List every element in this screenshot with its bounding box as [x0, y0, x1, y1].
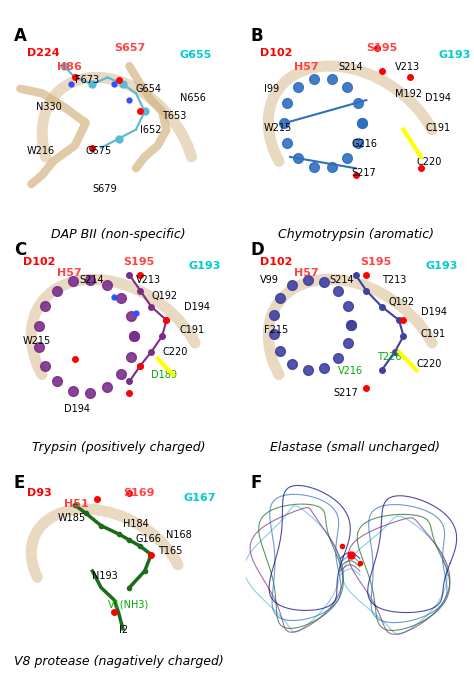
Text: S195: S195: [360, 257, 391, 267]
Text: D189: D189: [151, 370, 177, 380]
Text: F673: F673: [75, 75, 99, 85]
Text: N330: N330: [36, 103, 62, 112]
Text: D194: D194: [64, 404, 90, 414]
Text: H86: H86: [57, 61, 82, 72]
Text: I2: I2: [118, 625, 128, 635]
Text: S214: S214: [329, 275, 354, 285]
Text: S169: S169: [123, 488, 155, 499]
Text: H57: H57: [294, 268, 319, 278]
Text: N656: N656: [180, 94, 205, 103]
Text: B: B: [251, 28, 264, 45]
Text: V8 protease (nagatively charged): V8 protease (nagatively charged): [14, 655, 223, 668]
Text: S195: S195: [123, 257, 154, 267]
Text: V99: V99: [260, 275, 278, 285]
Text: G216: G216: [351, 139, 377, 149]
Text: G193: G193: [425, 261, 458, 271]
Text: D102: D102: [260, 48, 292, 58]
Text: H57: H57: [57, 268, 82, 278]
Text: W185: W185: [57, 513, 86, 524]
Text: T165: T165: [158, 546, 182, 557]
Text: D93: D93: [27, 488, 52, 499]
Text: Chymotrypsin (aromatic): Chymotrypsin (aromatic): [277, 228, 434, 241]
Text: E: E: [14, 474, 25, 492]
Text: G166: G166: [136, 534, 162, 544]
Text: N168: N168: [166, 530, 192, 540]
Text: S214: S214: [338, 61, 363, 72]
Text: F: F: [251, 474, 262, 492]
Text: S657: S657: [114, 43, 146, 54]
Text: C191: C191: [425, 122, 450, 133]
Text: C220: C220: [162, 347, 188, 358]
Text: D: D: [251, 241, 264, 259]
Text: G193: G193: [188, 261, 221, 271]
Text: D224: D224: [27, 48, 60, 58]
Text: H51: H51: [64, 499, 89, 509]
Text: G655: G655: [180, 50, 212, 60]
Text: A: A: [14, 28, 27, 45]
Text: S195: S195: [366, 43, 398, 54]
Text: W215: W215: [264, 122, 292, 133]
Text: V213: V213: [395, 61, 420, 72]
Text: S679: S679: [92, 184, 117, 194]
Text: N193: N193: [92, 571, 118, 581]
Text: S217: S217: [334, 388, 358, 398]
Text: W215: W215: [23, 336, 51, 346]
Text: D194: D194: [184, 302, 210, 312]
Text: Trypsin (positively charged): Trypsin (positively charged): [32, 441, 205, 454]
Text: C: C: [14, 241, 26, 259]
Text: G654: G654: [136, 84, 162, 94]
Text: Q192: Q192: [388, 297, 414, 308]
Text: D194: D194: [425, 94, 451, 103]
Text: Elastase (small uncharged): Elastase (small uncharged): [271, 441, 440, 454]
Text: I652: I652: [140, 125, 162, 135]
Text: F215: F215: [264, 325, 288, 335]
Text: D194: D194: [421, 307, 447, 316]
Text: T653: T653: [162, 111, 186, 122]
Text: S217: S217: [351, 169, 376, 178]
Text: C220: C220: [417, 359, 442, 369]
Text: I99: I99: [264, 84, 279, 94]
Text: C220: C220: [417, 157, 442, 167]
Text: C191: C191: [180, 325, 205, 335]
Text: T213: T213: [382, 275, 406, 285]
Text: H184: H184: [123, 519, 149, 530]
Text: C191: C191: [421, 330, 446, 339]
Text: G193: G193: [438, 50, 471, 60]
Text: W216: W216: [27, 145, 55, 155]
Text: H57: H57: [294, 61, 319, 72]
Text: G675: G675: [86, 145, 112, 155]
Text: M192: M192: [395, 89, 422, 99]
Text: Q192: Q192: [151, 290, 177, 301]
Text: S214: S214: [79, 275, 104, 285]
Text: D102: D102: [260, 257, 292, 267]
Text: T226: T226: [377, 352, 402, 362]
Text: DAP BII (non-specific): DAP BII (non-specific): [51, 228, 186, 241]
Text: V1(NH3): V1(NH3): [108, 600, 149, 610]
Text: V216: V216: [338, 365, 363, 376]
Text: G167: G167: [184, 493, 217, 503]
Text: D102: D102: [23, 257, 55, 267]
Text: V213: V213: [136, 275, 161, 285]
